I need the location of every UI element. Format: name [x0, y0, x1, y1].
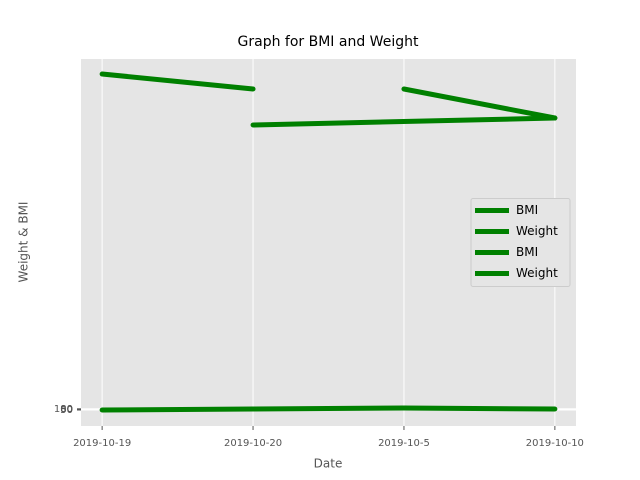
y-tick-label: 80 — [60, 404, 73, 415]
legend-label: BMI — [516, 203, 538, 217]
x-tick-label: 2019-10-19 — [73, 438, 131, 449]
lines — [99, 71, 558, 413]
legend-label: BMI — [516, 245, 538, 259]
legend-box — [470, 198, 571, 287]
y-axis-label: Weight & BMI — [17, 202, 31, 283]
x-tick-label: 2019-10-5 — [378, 438, 430, 449]
x-axis-label: Date — [314, 457, 343, 471]
y-tick-label: 100 — [54, 404, 73, 415]
chart-title: Graph for BMI and Weight — [238, 34, 419, 50]
data-line — [99, 405, 558, 413]
x-tick-label: 2019-10-10 — [526, 438, 584, 449]
legend-label: Weight — [516, 266, 558, 280]
legend-label: Weight — [516, 224, 558, 238]
y-tick-label: 50 — [60, 405, 73, 416]
data-line — [401, 86, 558, 121]
y-tick-label: 60 — [60, 405, 73, 416]
x-tick-label: 2019-10-20 — [224, 438, 282, 449]
data-line — [99, 71, 256, 92]
data-line — [250, 115, 558, 128]
legend: BMI Weight BMI Weight — [470, 198, 571, 287]
axes: 2019-10-19 2019-10-20 2019-10-5 2019-10-10 5… — [54, 404, 584, 449]
